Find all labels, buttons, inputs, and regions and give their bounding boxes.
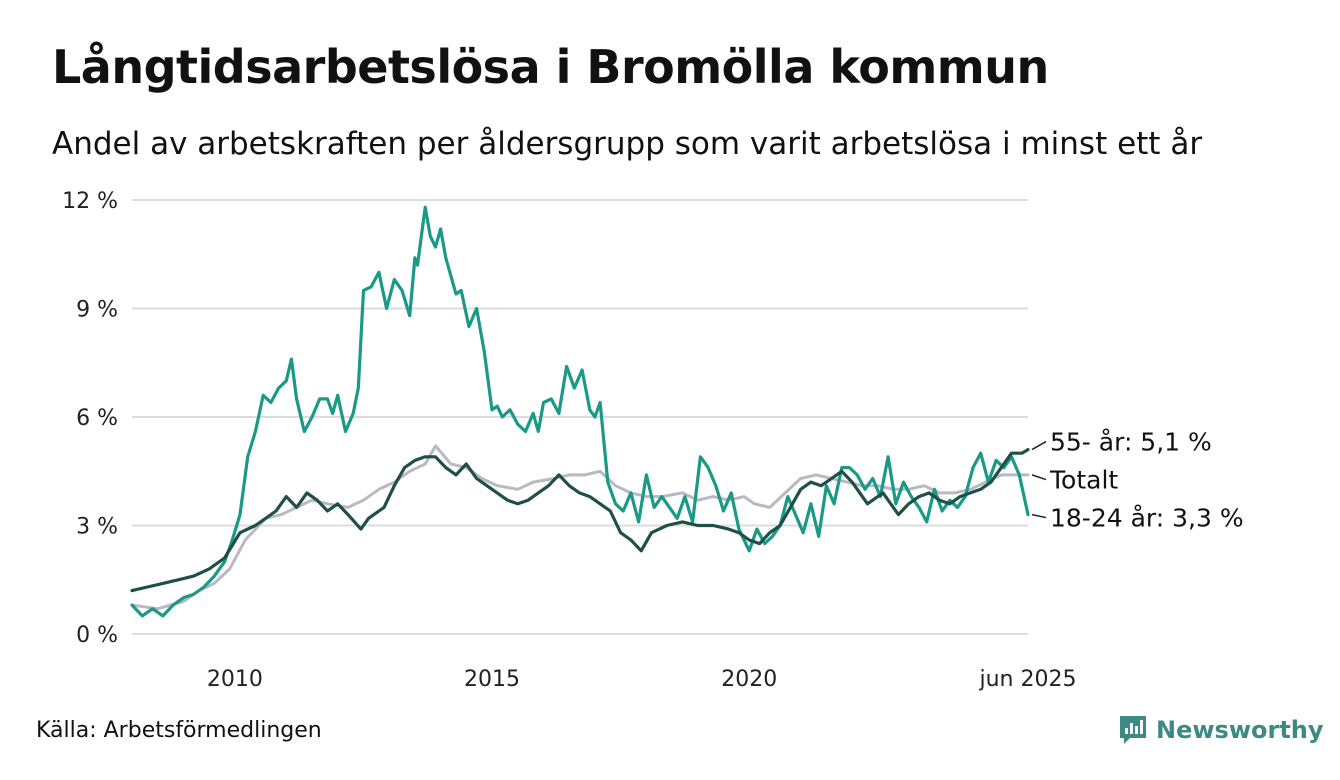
brand-name: Newsworthy xyxy=(1156,716,1324,744)
y-axis: 0 % 3 % 6 % 9 % 12 % xyxy=(62,189,118,648)
y-tick-label: 3 % xyxy=(76,515,118,540)
brand-logo[interactable]: Newsworthy xyxy=(1118,712,1324,748)
gridlines xyxy=(132,199,1028,635)
y-tick-label: 6 % xyxy=(76,406,118,431)
series-end-label: 18-24 år: 3,3 % xyxy=(1050,504,1244,533)
chart-title: Långtidsarbetslösa i Bromölla kommun xyxy=(52,40,1049,94)
label-leader xyxy=(1031,513,1047,519)
line-chart: 0 % 3 % 6 % 9 % 12 % 2010 2015 2020 jun 2025 55… xyxy=(62,189,1244,692)
series-line xyxy=(130,444,1030,611)
series-end-label: Totalt xyxy=(1049,466,1118,495)
label-leader xyxy=(1031,440,1047,451)
label-leader xyxy=(1031,474,1047,481)
y-tick-label: 12 % xyxy=(62,189,118,214)
y-tick-label: 9 % xyxy=(76,298,118,323)
x-axis: 2010 2015 2020 jun 2025 xyxy=(207,667,1077,692)
series-lines xyxy=(130,205,1030,618)
source-note: Källa: Arbetsförmedlingen xyxy=(36,718,322,743)
end-labels: 55- år: 5,1 % Totalt 18-24 år: 3,3 % xyxy=(1031,428,1244,533)
x-tick-label: jun 2025 xyxy=(979,667,1077,692)
newsworthy-logo-icon xyxy=(1120,716,1146,744)
series-line xyxy=(130,205,1030,618)
series-end-label: 55- år: 5,1 % xyxy=(1050,428,1212,457)
y-tick-label: 0 % xyxy=(76,623,118,648)
x-tick-label: 2015 xyxy=(464,667,520,692)
x-tick-label: 2020 xyxy=(721,667,777,692)
series-line xyxy=(130,448,1030,593)
chart-subtitle: Andel av arbetskraften per åldersgrupp s… xyxy=(52,126,1203,162)
x-tick-label: 2010 xyxy=(207,667,263,692)
